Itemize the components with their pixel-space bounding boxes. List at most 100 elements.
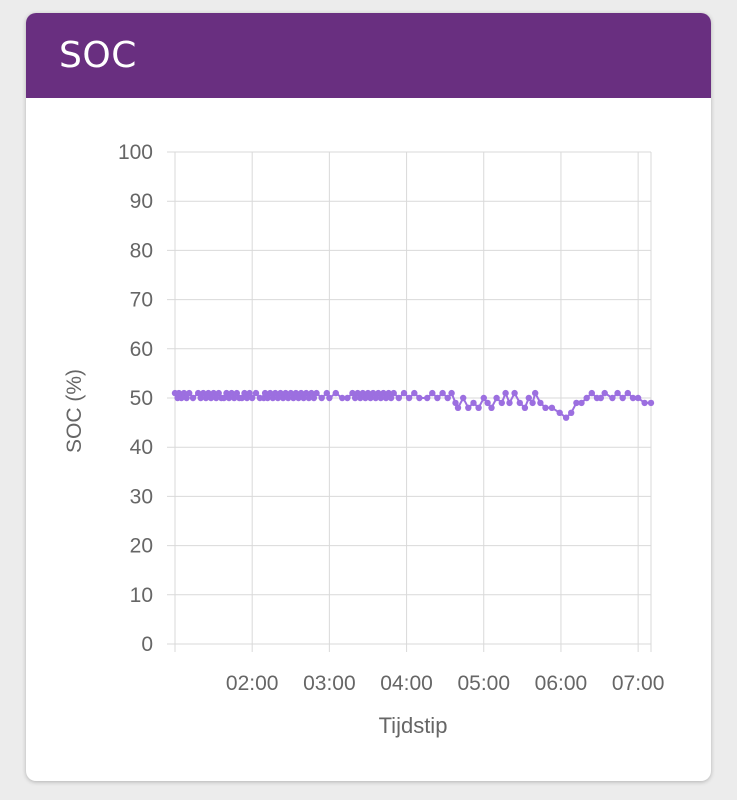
- y-tick-label: 0: [141, 633, 153, 656]
- x-tick-label: 04:00: [380, 672, 433, 695]
- data-point: [525, 394, 532, 402]
- data-point: [274, 394, 282, 402]
- data-point: [578, 399, 585, 407]
- data-point: [475, 404, 482, 411]
- card-header: SOC: [26, 13, 711, 98]
- data-point: [313, 389, 320, 397]
- data-point: [200, 389, 207, 397]
- data-point: [556, 409, 563, 416]
- data-point: [277, 389, 284, 397]
- data-point: [195, 389, 202, 397]
- data-point: [562, 414, 570, 421]
- data-point: [375, 389, 382, 397]
- data-point: [231, 394, 238, 402]
- y-tick-label: 60: [130, 338, 153, 361]
- data-point: [249, 394, 256, 402]
- data-point: [364, 389, 372, 397]
- data-point: [372, 394, 379, 402]
- data-point: [537, 399, 544, 407]
- data-point: [308, 389, 315, 397]
- data-point: [484, 399, 491, 407]
- data-point: [460, 394, 467, 402]
- data-point: [318, 394, 325, 402]
- data-point: [416, 394, 423, 402]
- data-point: [367, 394, 374, 402]
- data-point: [629, 394, 637, 402]
- data-point: [465, 404, 472, 411]
- y-tick-label: 70: [130, 289, 153, 312]
- data-point: [357, 394, 364, 402]
- data-point: [634, 394, 642, 402]
- data-point: [439, 389, 446, 397]
- data-point: [493, 394, 500, 402]
- data-point: [305, 394, 312, 402]
- data-point: [641, 399, 648, 407]
- y-tick-label: 80: [130, 239, 153, 262]
- data-point: [297, 389, 305, 397]
- data-point: [228, 389, 235, 397]
- data-point: [480, 394, 487, 402]
- data-point: [506, 399, 513, 407]
- data-point: [380, 389, 387, 397]
- data-point: [205, 389, 212, 397]
- data-point: [488, 404, 495, 411]
- data-point: [444, 394, 451, 402]
- chart-series: [171, 389, 655, 421]
- data-point: [395, 394, 402, 402]
- data-point: [588, 389, 595, 397]
- data-point: [454, 404, 462, 411]
- y-tick-label: 50: [130, 387, 153, 410]
- data-point: [601, 389, 608, 397]
- data-point: [344, 394, 351, 402]
- data-point: [189, 394, 197, 402]
- data-point: [349, 389, 356, 397]
- y-tick-label: 30: [130, 485, 153, 508]
- data-point: [624, 389, 631, 397]
- data-point: [548, 404, 556, 411]
- data-point: [573, 399, 580, 407]
- data-point: [597, 394, 604, 402]
- data-point: [434, 394, 441, 402]
- y-tick-label: 90: [130, 190, 153, 213]
- data-point: [609, 394, 616, 402]
- data-point: [223, 389, 230, 397]
- data-point: [225, 394, 233, 402]
- y-tick-label: 100: [118, 141, 153, 164]
- data-point: [354, 389, 361, 397]
- data-point: [326, 394, 333, 402]
- x-axis-label: Tijdstip: [379, 713, 448, 738]
- chart-tick-labels: 0 10 20 30 40 50 60 70 80 90 100 02:00 03:00 04:00 05:…: [118, 141, 664, 695]
- data-point: [186, 389, 193, 397]
- data-point: [279, 394, 287, 402]
- data-point: [220, 394, 228, 402]
- data-point: [180, 389, 188, 397]
- data-point: [207, 394, 215, 402]
- y-tick-label: 10: [130, 584, 153, 607]
- data-point: [498, 399, 505, 407]
- soc-card: SOC 0 10 20 30 40 50 60 70 80 90 100 02:00 03:00 04:0…: [26, 13, 711, 781]
- data-point: [197, 394, 204, 402]
- data-point: [411, 389, 418, 397]
- data-point: [243, 394, 251, 402]
- data-point: [532, 389, 539, 397]
- data-point: [264, 394, 271, 402]
- x-tick-label: 06:00: [535, 672, 588, 695]
- data-point: [369, 389, 377, 397]
- data-point: [178, 394, 185, 402]
- x-tick-label: 05:00: [457, 672, 510, 695]
- data-point: [241, 389, 248, 397]
- data-point: [339, 394, 346, 402]
- x-tick-label: 03:00: [303, 672, 356, 695]
- data-point: [619, 394, 626, 402]
- data-point: [385, 389, 392, 397]
- data-point: [448, 389, 455, 397]
- data-point: [405, 394, 413, 402]
- data-point: [290, 394, 297, 402]
- data-point: [542, 404, 549, 411]
- y-tick-label: 20: [130, 535, 153, 558]
- data-point: [382, 394, 390, 402]
- data-point: [310, 394, 318, 402]
- y-tick-label: 40: [130, 436, 153, 459]
- data-point: [429, 389, 436, 397]
- card-title: SOC: [59, 35, 137, 76]
